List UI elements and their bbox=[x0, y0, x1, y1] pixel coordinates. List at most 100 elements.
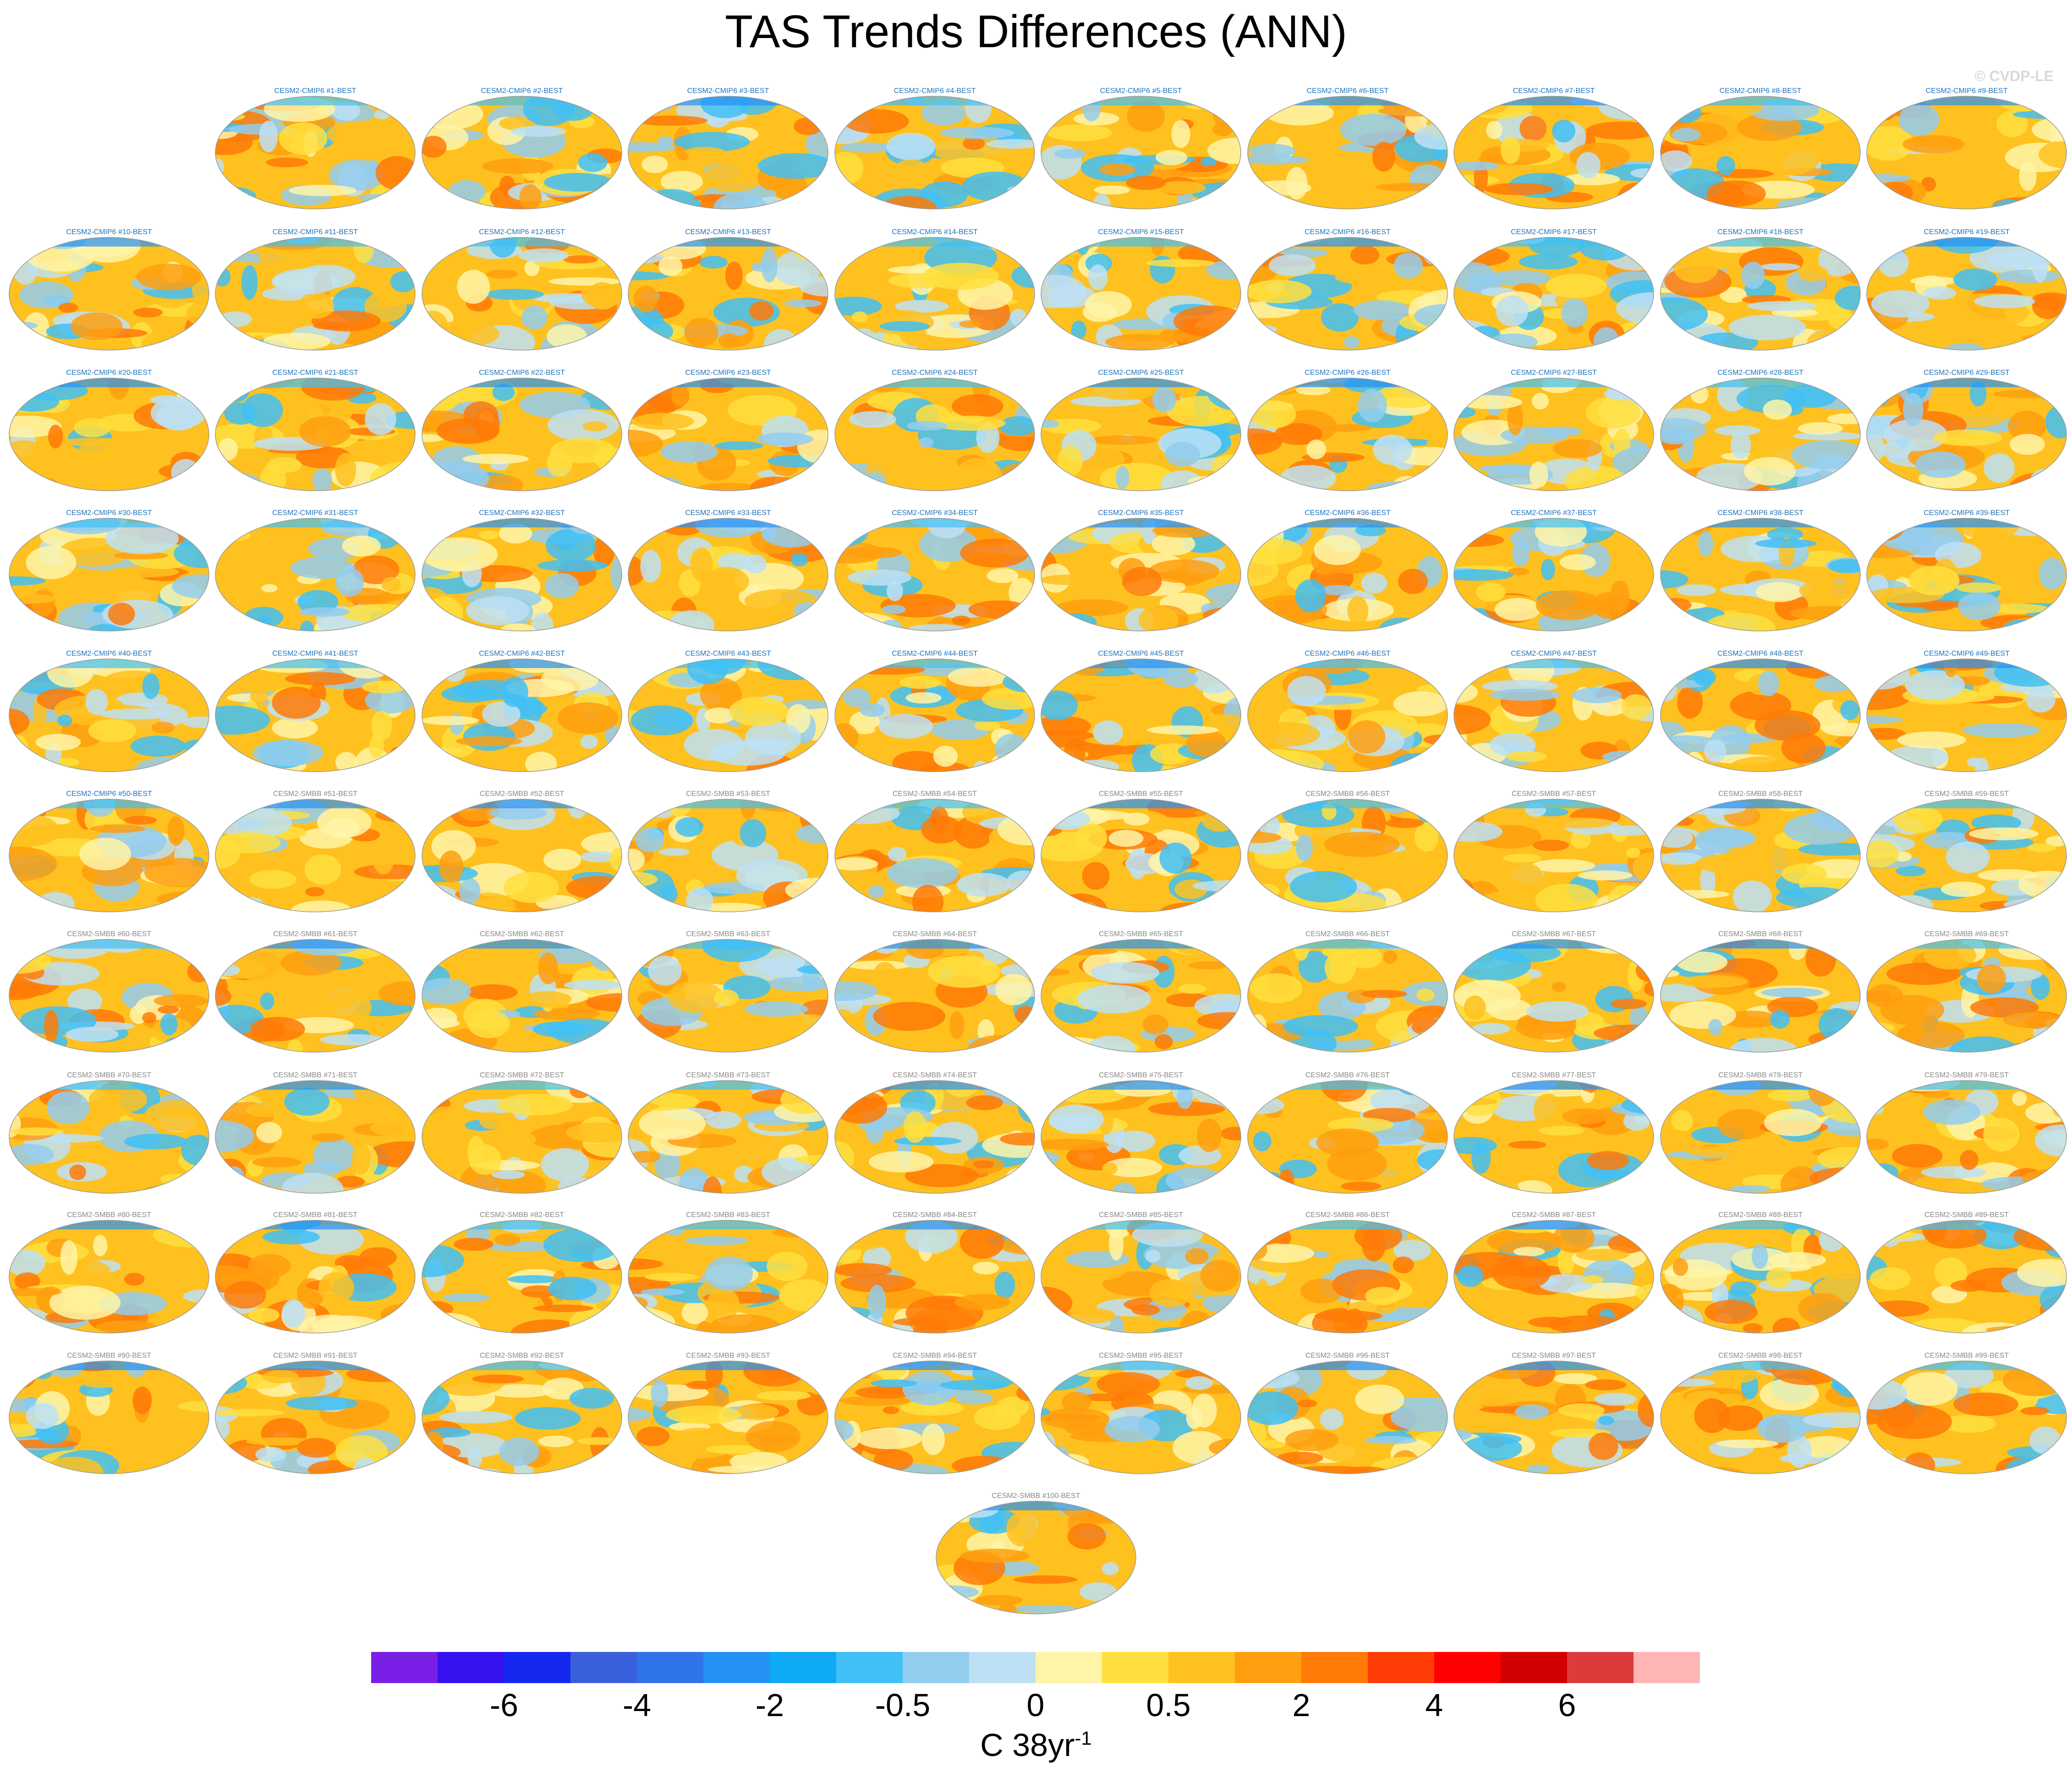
trend-map bbox=[1041, 1361, 1241, 1474]
trend-map bbox=[1041, 1080, 1241, 1194]
trend-map bbox=[1453, 939, 1654, 1053]
map-panel: CESM2-CMIP6 #10-BEST bbox=[8, 228, 210, 351]
panel-title: CESM2-SMBB #56-BEST bbox=[1305, 790, 1390, 798]
panel-title: CESM2-SMBB #98-BEST bbox=[1718, 1352, 1803, 1360]
panel-title: CESM2-SMBB #51-BEST bbox=[273, 790, 358, 798]
map-panel: CESM2-SMBB #70-BEST bbox=[8, 1071, 210, 1194]
trend-map bbox=[628, 1361, 828, 1474]
colorbar-swatch bbox=[1501, 1652, 1567, 1683]
panel-title: CESM2-CMIP6 #8-BEST bbox=[1719, 87, 1802, 95]
panel-title: CESM2-CMIP6 #41-BEST bbox=[272, 650, 358, 658]
colorbar-tick-label: 0 bbox=[1027, 1687, 1045, 1721]
map-panel: CESM2-SMBB #99-BEST bbox=[1866, 1352, 2067, 1475]
trend-map bbox=[1041, 96, 1241, 209]
panel-title: CESM2-SMBB #87-BEST bbox=[1511, 1211, 1596, 1219]
colorbar-tick-label: 0.5 bbox=[1146, 1687, 1190, 1721]
panel-title: CESM2-SMBB #69-BEST bbox=[1924, 930, 2009, 938]
map-panel: CESM2-CMIP6 #18-BEST bbox=[1660, 228, 1861, 351]
panel-title: CESM2-CMIP6 #29-BEST bbox=[1924, 369, 2010, 377]
panel-title: CESM2-SMBB #95-BEST bbox=[1098, 1352, 1184, 1360]
map-panel: CESM2-SMBB #68-BEST bbox=[1660, 930, 1861, 1053]
panel-title: CESM2-SMBB #61-BEST bbox=[273, 930, 358, 938]
colorbar-tick-label: -0.5 bbox=[875, 1687, 931, 1721]
trend-map bbox=[1041, 939, 1241, 1053]
map-panel: CESM2-SMBB #55-BEST bbox=[1040, 790, 1242, 913]
trend-map bbox=[1866, 658, 2067, 772]
map-panel: CESM2-CMIP6 #30-BEST bbox=[8, 509, 210, 632]
map-panel: CESM2-CMIP6 #14-BEST bbox=[834, 228, 1036, 351]
map-panel: CESM2-CMIP6 #25-BEST bbox=[1040, 369, 1242, 492]
trend-map bbox=[9, 1361, 209, 1474]
map-panel: CESM2-SMBB #86-BEST bbox=[1247, 1211, 1448, 1334]
panel-title: CESM2-CMIP6 #10-BEST bbox=[66, 228, 152, 236]
map-panel: CESM2-SMBB #61-BEST bbox=[214, 930, 416, 1053]
trend-map bbox=[1866, 939, 2067, 1053]
watermark: © CVDP-LE bbox=[1974, 68, 2054, 84]
map-panel: CESM2-CMIP6 #29-BEST bbox=[1866, 369, 2067, 492]
trend-map bbox=[1041, 1220, 1241, 1333]
map-panel: CESM2-SMBB #98-BEST bbox=[1660, 1352, 1861, 1475]
trend-map bbox=[1453, 1361, 1654, 1474]
trend-map bbox=[1866, 1080, 2067, 1194]
map-panel: CESM2-SMBB #96-BEST bbox=[1247, 1352, 1448, 1475]
panel-title: CESM2-CMIP6 #39-BEST bbox=[1924, 509, 2010, 517]
map-panel: CESM2-CMIP6 #22-BEST bbox=[421, 369, 623, 492]
trend-map bbox=[628, 96, 828, 209]
map-panel: CESM2-SMBB #83-BEST bbox=[627, 1211, 829, 1334]
colorbar-units: C 38yr-1 bbox=[0, 1727, 2072, 1763]
map-panel: CESM2-SMBB #89-BEST bbox=[1866, 1211, 2067, 1334]
trend-map bbox=[1660, 939, 1861, 1053]
map-panel: CESM2-SMBB #59-BEST bbox=[1866, 790, 2067, 913]
trend-map bbox=[1866, 1361, 2067, 1474]
panel-title: CESM2-SMBB #67-BEST bbox=[1511, 930, 1596, 938]
map-panel: CESM2-CMIP6 #16-BEST bbox=[1247, 228, 1448, 351]
panel-title: CESM2-CMIP6 #35-BEST bbox=[1098, 509, 1184, 517]
panel-title: CESM2-CMIP6 #45-BEST bbox=[1098, 650, 1184, 658]
colorbar-swatch bbox=[1301, 1652, 1368, 1683]
map-panel: CESM2-CMIP6 #8-BEST bbox=[1660, 87, 1861, 210]
trend-map bbox=[628, 1080, 828, 1194]
trend-map bbox=[422, 518, 622, 631]
trend-map bbox=[422, 378, 622, 491]
panel-title: CESM2-SMBB #70-BEST bbox=[66, 1071, 152, 1079]
map-panel: CESM2-CMIP6 #11-BEST bbox=[214, 228, 416, 351]
colorbar-swatch bbox=[438, 1652, 504, 1683]
colorbar-swatch bbox=[1633, 1652, 1700, 1683]
trend-map bbox=[1041, 799, 1241, 912]
panel-title: CESM2-SMBB #71-BEST bbox=[273, 1071, 358, 1079]
panel-title: CESM2-CMIP6 #38-BEST bbox=[1717, 509, 1803, 517]
map-panel: CESM2-CMIP6 #33-BEST bbox=[627, 509, 829, 632]
map-panel: CESM2-SMBB #75-BEST bbox=[1040, 1071, 1242, 1194]
trend-map bbox=[422, 1220, 622, 1333]
panel-title: CESM2-CMIP6 #26-BEST bbox=[1305, 369, 1391, 377]
map-panel: CESM2-CMIP6 #35-BEST bbox=[1040, 509, 1242, 632]
trend-map bbox=[1247, 237, 1448, 351]
map-panel: CESM2-SMBB #56-BEST bbox=[1247, 790, 1448, 913]
map-panel: CESM2-SMBB #82-BEST bbox=[421, 1211, 623, 1334]
panel-title: CESM2-SMBB #63-BEST bbox=[685, 930, 771, 938]
trend-map bbox=[1660, 237, 1861, 351]
trend-map bbox=[628, 939, 828, 1053]
panel-title: CESM2-CMIP6 #23-BEST bbox=[685, 369, 771, 377]
panel-title: CESM2-SMBB #54-BEST bbox=[892, 790, 977, 798]
trend-map bbox=[1866, 518, 2067, 631]
panel-title: CESM2-CMIP6 #18-BEST bbox=[1717, 228, 1803, 236]
colorbar-tick-label: -2 bbox=[756, 1687, 784, 1721]
map-panel: CESM2-CMIP6 #42-BEST bbox=[421, 650, 623, 773]
colorbar-swatch bbox=[1567, 1652, 1633, 1683]
trend-map bbox=[1247, 1220, 1448, 1333]
colorbar-swatch bbox=[1368, 1652, 1434, 1683]
trend-map bbox=[1453, 658, 1654, 772]
colorbar-swatch bbox=[570, 1652, 637, 1683]
colorbar-tick-label: 4 bbox=[1425, 1687, 1443, 1721]
panel-title: CESM2-CMIP6 #12-BEST bbox=[479, 228, 565, 236]
panel-title: CESM2-SMBB #68-BEST bbox=[1718, 930, 1803, 938]
map-panel: CESM2-CMIP6 #50-BEST bbox=[8, 790, 210, 913]
trend-map bbox=[628, 378, 828, 491]
panel-title: CESM2-SMBB #64-BEST bbox=[892, 930, 977, 938]
panel-title: CESM2-SMBB #86-BEST bbox=[1305, 1211, 1390, 1219]
trend-map bbox=[834, 799, 1035, 912]
trend-map bbox=[834, 518, 1035, 631]
trend-map bbox=[1866, 1220, 2067, 1333]
map-panel: CESM2-CMIP6 #4-BEST bbox=[834, 87, 1036, 210]
